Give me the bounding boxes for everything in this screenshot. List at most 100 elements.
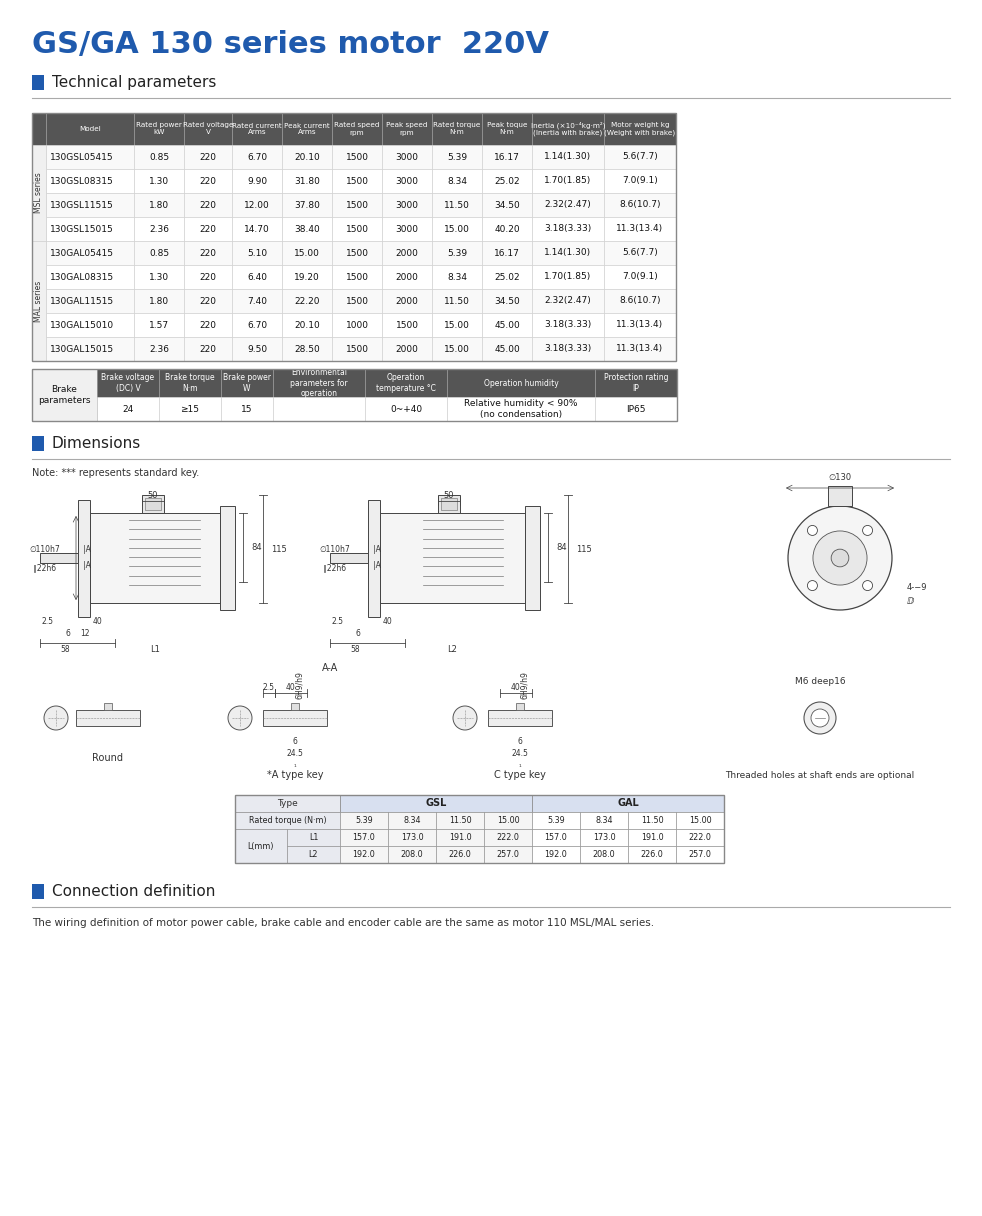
Bar [134, 216, 184, 241]
Bar [580, 846, 628, 863]
Circle shape [813, 531, 867, 585]
Bar [159, 368, 221, 396]
Bar [145, 499, 161, 510]
Bar [828, 486, 852, 506]
Text: L1: L1 [308, 833, 318, 841]
Bar [332, 313, 382, 337]
Text: 8.34: 8.34 [447, 176, 467, 186]
Bar [235, 795, 724, 863]
Bar [532, 193, 604, 216]
Bar [432, 289, 482, 313]
Text: 20.10: 20.10 [295, 152, 320, 162]
Text: 173.0: 173.0 [593, 833, 616, 841]
Text: 5.39: 5.39 [355, 816, 373, 824]
Bar [221, 368, 273, 396]
Text: 1500: 1500 [346, 201, 368, 209]
Bar [232, 193, 282, 216]
Bar [32, 75, 44, 90]
Text: ∥22h6: ∥22h6 [323, 563, 347, 573]
Text: 25.02: 25.02 [494, 176, 519, 186]
Bar [432, 193, 482, 216]
Bar [368, 500, 380, 617]
Text: 16.17: 16.17 [494, 248, 519, 258]
Bar [184, 145, 232, 169]
Bar [484, 812, 532, 829]
Bar [235, 812, 340, 829]
Text: 220: 220 [199, 225, 216, 233]
Text: 1.70(1.85): 1.70(1.85) [544, 176, 591, 186]
Bar [340, 795, 532, 812]
Bar [184, 265, 232, 289]
Text: 226.0: 226.0 [640, 850, 664, 858]
Text: 220: 220 [199, 321, 216, 330]
Bar [382, 313, 432, 337]
Text: 12.00: 12.00 [245, 201, 270, 209]
Bar [604, 169, 676, 193]
Text: 28.50: 28.50 [295, 344, 320, 354]
Text: 38.40: 38.40 [295, 225, 320, 233]
Bar [332, 113, 382, 145]
Circle shape [807, 580, 817, 591]
Bar [488, 710, 552, 726]
Text: 0~+40: 0~+40 [390, 405, 422, 413]
Text: 15.00: 15.00 [444, 344, 470, 354]
Text: C type key: C type key [494, 770, 546, 779]
Circle shape [804, 702, 836, 734]
Bar [46, 216, 134, 241]
Bar [340, 812, 388, 829]
Bar [482, 145, 532, 169]
Bar [382, 169, 432, 193]
Text: 6: 6 [66, 629, 71, 637]
Bar [382, 241, 432, 265]
Text: L2: L2 [448, 644, 458, 653]
Text: Round: Round [92, 753, 124, 762]
Text: ∥22h6: ∥22h6 [33, 563, 57, 573]
Bar [134, 241, 184, 265]
Text: 14.70: 14.70 [245, 225, 270, 233]
Text: 5.10: 5.10 [246, 248, 267, 258]
Text: Dimensions: Dimensions [52, 437, 141, 451]
Bar [184, 289, 232, 313]
Text: 4-−9: 4-−9 [907, 584, 928, 592]
Bar [432, 169, 482, 193]
Text: 208.0: 208.0 [593, 850, 616, 858]
Bar [676, 846, 724, 863]
Bar [184, 241, 232, 265]
Bar [232, 241, 282, 265]
Text: 8.34: 8.34 [447, 272, 467, 281]
Text: 45.00: 45.00 [494, 344, 519, 354]
Bar [287, 829, 340, 846]
Bar [482, 216, 532, 241]
Text: Environmental
parameters for
operation: Environmental parameters for operation [291, 368, 348, 398]
Text: 1500: 1500 [346, 297, 368, 305]
Bar [432, 337, 482, 361]
Bar [282, 216, 332, 241]
Bar [676, 812, 724, 829]
Bar [441, 499, 457, 510]
Bar [436, 829, 484, 846]
Text: 1500: 1500 [346, 248, 368, 258]
Bar [46, 265, 134, 289]
Bar [46, 145, 134, 169]
Text: 11.50: 11.50 [444, 201, 470, 209]
Bar [604, 313, 676, 337]
Bar [382, 216, 432, 241]
Text: L(mm): L(mm) [247, 841, 274, 850]
Text: Brake voltage
(DC) V: Brake voltage (DC) V [101, 373, 154, 393]
Bar [46, 337, 134, 361]
Text: Rated voltage
V: Rated voltage V [183, 123, 234, 135]
Text: A-A: A-A [322, 663, 338, 672]
Bar [604, 337, 676, 361]
Text: 8.6(10.7): 8.6(10.7) [620, 201, 661, 209]
Text: 15: 15 [242, 405, 252, 413]
Text: 1.80: 1.80 [149, 201, 169, 209]
Bar [282, 265, 332, 289]
Bar [532, 812, 580, 829]
Text: 3.18(3.33): 3.18(3.33) [544, 321, 591, 330]
Circle shape [811, 709, 829, 727]
Bar [134, 169, 184, 193]
Text: The wiring definition of motor power cable, brake cable and encoder cable are th: The wiring definition of motor power cab… [32, 918, 654, 928]
Bar [365, 368, 447, 396]
Text: Operation humidity: Operation humidity [483, 378, 559, 388]
Text: 6.40: 6.40 [247, 272, 267, 281]
